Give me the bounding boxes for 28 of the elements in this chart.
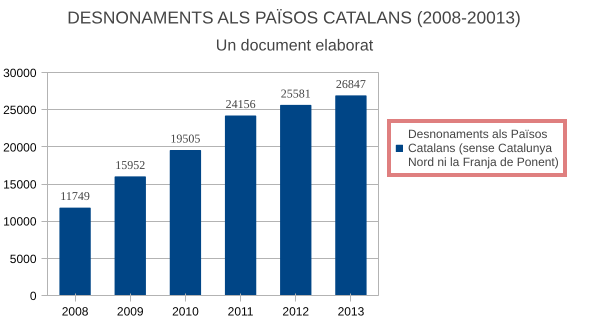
y-tick-label: 5000 bbox=[10, 252, 37, 266]
y-tick-label: 30000 bbox=[3, 66, 37, 80]
y-tick-label: 25000 bbox=[3, 103, 37, 118]
data-label: 25581 bbox=[280, 86, 311, 100]
x-tick-label: 2011 bbox=[228, 304, 254, 318]
y-tick-label: 20000 bbox=[3, 140, 37, 154]
bar bbox=[114, 176, 146, 296]
data-label: 24156 bbox=[226, 96, 256, 111]
data-label: 15952 bbox=[115, 158, 146, 172]
bar bbox=[59, 208, 91, 296]
data-label: 26847 bbox=[336, 76, 366, 91]
y-tick-label: 10000 bbox=[3, 214, 37, 229]
chart-subtitle: Un document elaborat bbox=[216, 38, 374, 54]
data-label: 11749 bbox=[60, 189, 90, 204]
x-tick-label: 2013 bbox=[338, 304, 365, 318]
chart-title: DESNONAMENTS ALS PAÏSOS CATALANS (2008-20013) bbox=[67, 8, 521, 28]
x-tick-label: 2008 bbox=[62, 304, 89, 318]
bar bbox=[335, 95, 367, 296]
bar bbox=[170, 150, 202, 296]
legend-label: Desnonaments als Països Catalans (sense Catalunya Nord ni la Franja de Ponent) bbox=[408, 127, 559, 169]
y-tick-label: 0 bbox=[30, 289, 37, 303]
bar bbox=[224, 115, 256, 296]
x-tick-label: 2009 bbox=[116, 304, 144, 318]
x-tick-label: 2012 bbox=[282, 304, 310, 318]
data-label: 19505 bbox=[170, 132, 200, 146]
x-tick-label: 2010 bbox=[172, 304, 200, 318]
bar bbox=[280, 104, 312, 296]
y-tick-label: 15000 bbox=[3, 178, 37, 192]
